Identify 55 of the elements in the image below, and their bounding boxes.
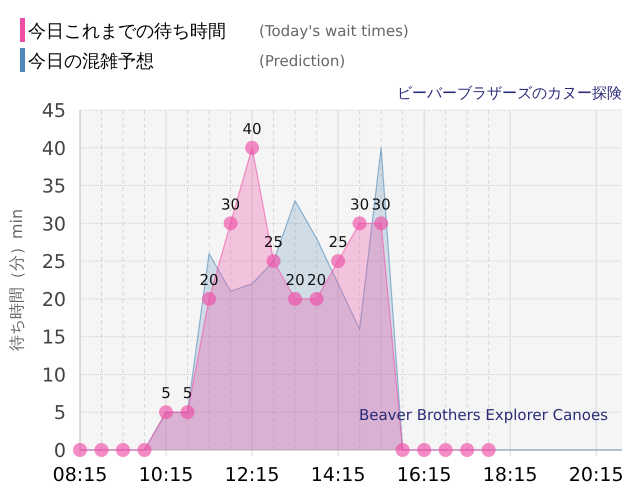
data-label: 5 [182, 384, 192, 402]
text: (Today's wait times) [259, 22, 409, 40]
data-label: 25 [328, 233, 348, 252]
data-label: 25 [264, 233, 284, 252]
y-axis-title: 待ち時間（分）min [7, 208, 26, 352]
point [331, 254, 346, 268]
y-tick-label: 40 [42, 138, 66, 160]
point [310, 292, 324, 306]
point [116, 443, 130, 457]
legend-label: 今日の混雑予想 [28, 51, 154, 72]
point [202, 292, 216, 306]
point [460, 443, 474, 457]
chart-title: ビーバーブラザーズのカヌー探険 [397, 84, 622, 102]
x-tick-label: 08:15 [52, 464, 108, 486]
data-label: 20 [307, 270, 326, 289]
data-label: 5 [161, 384, 171, 402]
x-tick-label: 14:15 [310, 464, 366, 486]
point [73, 443, 87, 457]
data-label: 20 [286, 270, 305, 289]
point [138, 443, 152, 457]
text: (Prediction) [259, 52, 346, 70]
data-label: 30 [221, 195, 240, 214]
data-label: 20 [200, 270, 219, 289]
point [94, 443, 109, 457]
legend-label: 今日これまでの待ち時間 [28, 21, 226, 42]
y-tick-label: 5 [54, 402, 66, 424]
x-tick-label: 18:15 [482, 464, 538, 486]
point [266, 254, 281, 268]
point [159, 405, 174, 420]
point [417, 443, 432, 457]
point [352, 216, 367, 230]
data-label: 40 [242, 120, 262, 138]
y-tick-label: 25 [42, 251, 66, 274]
point [288, 292, 302, 306]
x-tick-label: 20:15 [568, 464, 624, 486]
y-tick-label: 45 [42, 100, 66, 122]
y-tick-label: 35 [42, 176, 66, 198]
data-label: 30 [372, 195, 391, 214]
point [224, 216, 238, 230]
point [396, 443, 410, 457]
x-tick-label: 10:15 [138, 464, 194, 486]
x-tick-label: 16:15 [396, 464, 452, 486]
point [245, 140, 260, 155]
y-tick-label: 15 [42, 326, 66, 349]
point [482, 443, 496, 457]
y-tick-label: 20 [42, 288, 66, 311]
annotation: Beaver Brothers Explorer Canoes [358, 406, 608, 424]
y-tick-label: 0 [54, 440, 66, 462]
point [374, 216, 388, 230]
point [438, 443, 453, 457]
point [180, 405, 195, 420]
y-tick-label: 30 [42, 213, 66, 236]
x-tick-label: 12:15 [224, 464, 280, 486]
y-tick-label: 10 [42, 364, 66, 386]
data-label: 30 [350, 195, 370, 214]
